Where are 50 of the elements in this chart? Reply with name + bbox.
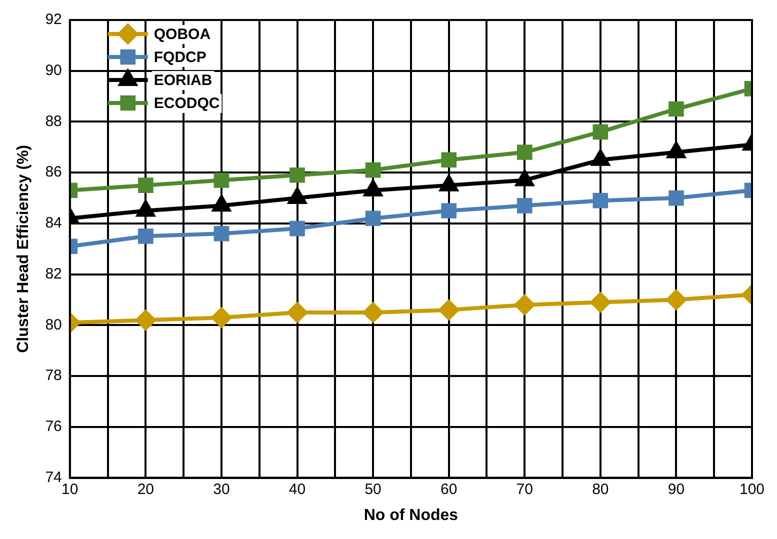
point <box>365 210 381 226</box>
x-tick-label: 100 <box>739 480 765 498</box>
x-tick-label: 30 <box>213 480 230 498</box>
legend-label: FQDCP <box>154 49 206 66</box>
x-tick-label: 50 <box>364 480 382 498</box>
y-tick-label: 80 <box>45 316 62 334</box>
point <box>592 192 608 208</box>
point <box>363 302 384 322</box>
y-tick-label: 84 <box>45 214 62 232</box>
point <box>438 300 459 320</box>
legend-label: QOBOA <box>154 26 211 44</box>
x-tick-label: 10 <box>62 480 78 498</box>
point <box>441 152 456 168</box>
y-tick-label: 92 <box>45 11 62 28</box>
y-tick-label: 86 <box>45 164 62 181</box>
x-tick-label: 70 <box>516 480 533 498</box>
point <box>136 310 156 330</box>
point <box>441 203 456 218</box>
point <box>290 220 305 236</box>
x-tick-label: 90 <box>668 480 685 498</box>
x-tick-label: 60 <box>440 480 458 498</box>
point <box>214 226 230 242</box>
y-tick-label: 78 <box>45 367 62 384</box>
point <box>514 294 535 315</box>
point <box>290 167 305 183</box>
x-tick-label: 80 <box>592 480 609 498</box>
point <box>214 172 230 188</box>
y-tick-label: 88 <box>45 112 62 130</box>
point <box>287 302 308 322</box>
x-tick-label: 20 <box>137 480 154 498</box>
point <box>211 308 232 328</box>
legend-label: ECODQC <box>154 95 220 112</box>
x-axis-title: No of Nodes <box>364 506 458 524</box>
y-tick-label: 76 <box>45 418 62 436</box>
y-axis-title: Cluster Head Efficiency (%) <box>15 144 32 353</box>
y-tick-label: 90 <box>45 62 62 80</box>
point <box>138 228 154 244</box>
x-tick-label: 40 <box>288 480 306 498</box>
point <box>516 198 532 214</box>
point <box>590 292 610 312</box>
legend-label: EORIAB <box>154 72 212 90</box>
point <box>668 101 684 117</box>
point <box>592 124 608 140</box>
point <box>365 162 381 178</box>
point <box>666 290 686 310</box>
point <box>138 178 154 193</box>
y-tick-label: 74 <box>45 468 62 486</box>
point <box>668 190 684 206</box>
point <box>516 144 532 160</box>
y-tick-label: 82 <box>45 265 62 282</box>
